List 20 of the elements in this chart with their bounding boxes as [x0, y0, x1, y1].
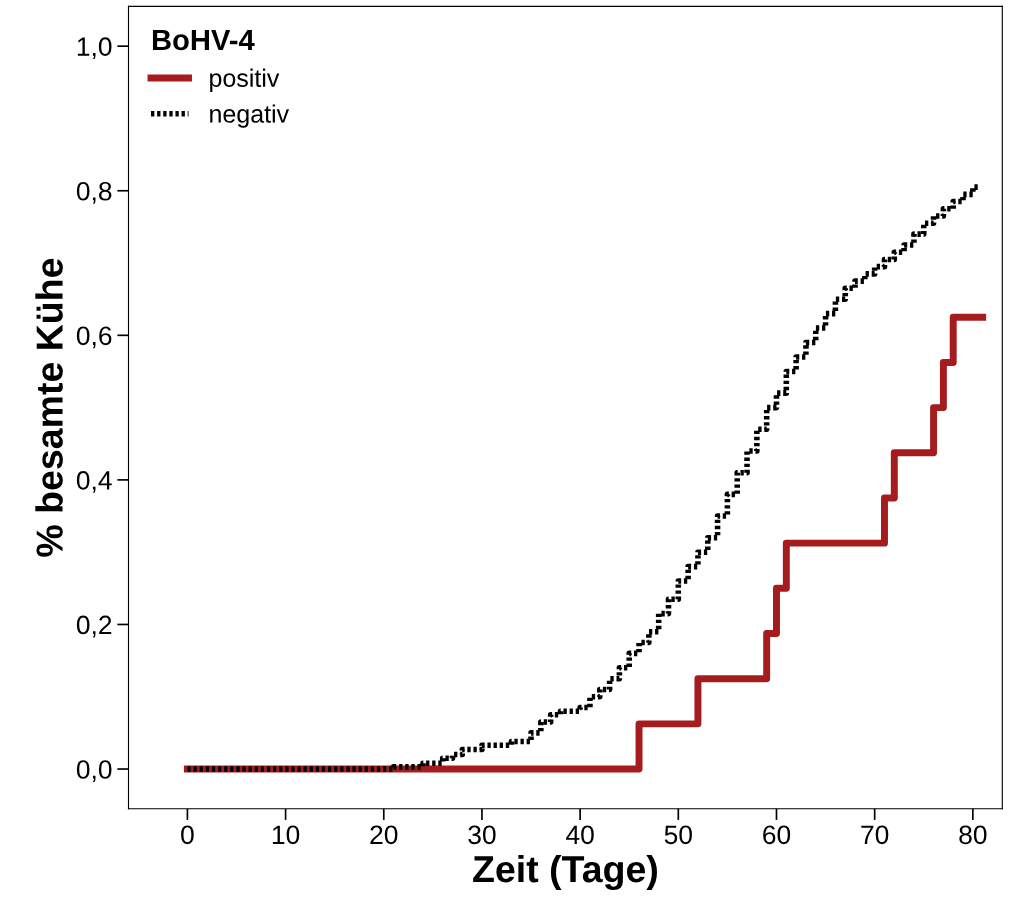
legend-label: negativ [210, 104, 290, 128]
x-tick-label: 70 [861, 825, 889, 845]
x-tick-label: 80 [959, 825, 987, 845]
x-tick-label: 20 [370, 825, 398, 845]
x-tick-label: 40 [566, 825, 594, 845]
legend-label: positiv [210, 68, 280, 92]
y-tick-label: 0,2 [76, 615, 112, 638]
x-axis-title: Zeit (Tage) [473, 854, 657, 891]
x-tick-label: 30 [468, 825, 496, 845]
y-axis-title: % besamte Kühe [35, 258, 63, 557]
y-tick-label: 0,6 [76, 326, 112, 349]
x-tick-label: 50 [664, 825, 692, 845]
x-tick-label: 60 [763, 825, 791, 845]
y-tick-label: 0,4 [76, 471, 112, 493]
x-tick-label: 10 [272, 825, 300, 845]
legend-title: BoHV-4 [152, 29, 255, 51]
y-tick-label: 0,0 [76, 760, 112, 782]
y-tick-label: 1,0 [77, 37, 112, 60]
x-tick-label: 0 [181, 825, 194, 845]
y-tick-label: 0,8 [76, 181, 112, 204]
